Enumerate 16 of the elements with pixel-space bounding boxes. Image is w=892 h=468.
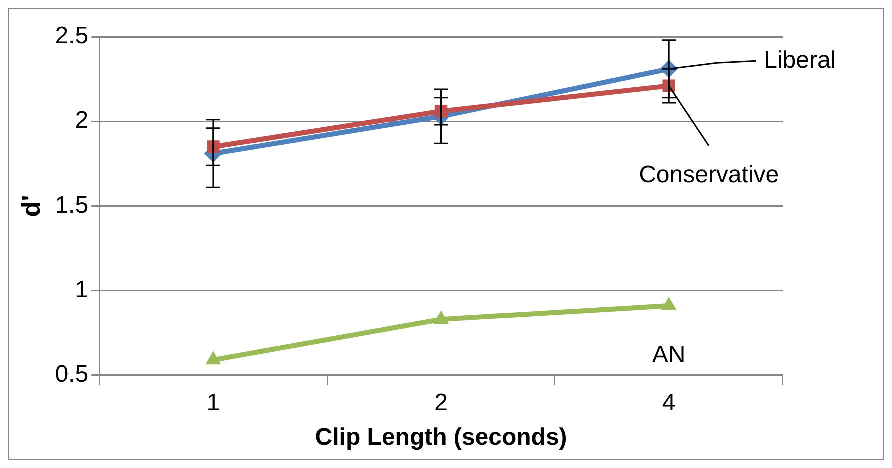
point [206,351,222,365]
x-tick-label: 2 [434,389,448,416]
x-tick-label: 1 [206,389,220,416]
y-axis-title: d' [16,195,46,218]
y-tick-label: 2 [75,107,89,134]
text: Conservative [639,162,780,189]
y-tick-label: 1 [75,276,89,304]
series-label: AN [652,342,686,369]
x-tick-label: 4 [662,389,676,416]
x-axis-title: Clip Length (seconds) [315,424,568,452]
point [661,297,677,311]
text: Liberal [764,46,836,74]
y-tick-label: 2.5 [55,22,89,50]
y-tick-label: 0.5 [55,361,89,388]
point [433,310,450,324]
y-tick-label: 1.5 [55,192,89,219]
